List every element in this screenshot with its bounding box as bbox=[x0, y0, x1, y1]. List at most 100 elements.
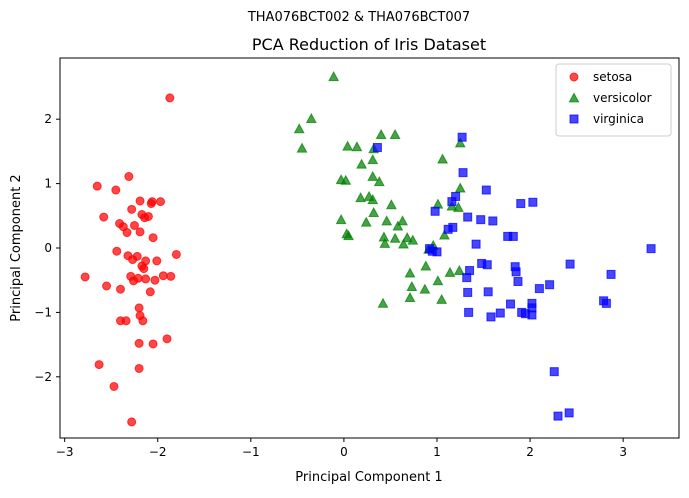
setosa-point bbox=[99, 212, 109, 222]
versicolor-point bbox=[367, 170, 379, 181]
virginica-point bbox=[508, 231, 518, 241]
legend-box bbox=[555, 63, 672, 137]
setosa-point bbox=[127, 417, 137, 427]
setosa-point bbox=[127, 204, 137, 214]
virginica-point bbox=[516, 199, 526, 209]
versicolor-point bbox=[392, 220, 404, 231]
versicolor-point bbox=[436, 293, 448, 304]
virginica-point bbox=[534, 284, 544, 294]
setosa-point bbox=[139, 264, 149, 274]
versicolor-point bbox=[398, 238, 409, 249]
setosa-point bbox=[138, 316, 148, 326]
virginica-point bbox=[486, 312, 496, 322]
setosa-point bbox=[111, 185, 121, 195]
setosa-point bbox=[166, 271, 176, 281]
virginica-point bbox=[482, 260, 492, 270]
versicolor-point bbox=[293, 123, 305, 134]
versicolor-point bbox=[454, 137, 466, 148]
x-tick-label: −2 bbox=[149, 445, 167, 459]
versicolor-point bbox=[342, 140, 354, 151]
virginica-point bbox=[565, 259, 575, 269]
setosa-point bbox=[122, 228, 132, 238]
x-tick-label: −3 bbox=[56, 445, 74, 459]
figure-suptitle: THA076BCT002 & THA076BCT007 bbox=[247, 10, 470, 25]
virginica-point bbox=[463, 212, 473, 222]
setosa-point bbox=[128, 255, 138, 265]
virginica-point bbox=[372, 143, 382, 153]
y-tick-label: 0 bbox=[44, 241, 52, 255]
setosa-point bbox=[116, 284, 126, 294]
versicolor-point bbox=[452, 201, 464, 212]
y-tick-label: −2 bbox=[34, 370, 52, 384]
versicolor-point bbox=[401, 232, 413, 243]
setosa-point bbox=[135, 227, 145, 237]
setosa-point bbox=[134, 303, 144, 313]
virginica-point bbox=[481, 185, 491, 195]
x-tick-label: 3 bbox=[619, 445, 627, 459]
virginica-point bbox=[601, 298, 611, 308]
virginica-point bbox=[545, 280, 555, 290]
legend-marker-versicolor bbox=[568, 92, 580, 103]
setosa-point bbox=[92, 181, 102, 191]
versicolor-point bbox=[397, 215, 408, 226]
legend-label-versicolor: versicolor bbox=[593, 91, 652, 105]
versicolor-point bbox=[389, 128, 401, 140]
setosa-point bbox=[145, 287, 155, 297]
virginica-point bbox=[448, 222, 458, 232]
virginica-point bbox=[463, 287, 473, 297]
virginica-point bbox=[513, 276, 523, 286]
virginica-point bbox=[553, 411, 563, 421]
setosa-point bbox=[102, 281, 112, 291]
setosa-point bbox=[112, 246, 122, 256]
versicolor-point bbox=[419, 283, 431, 294]
virginica-point bbox=[511, 267, 521, 277]
virginica-point bbox=[528, 197, 538, 207]
versicolor-point bbox=[389, 232, 401, 243]
versicolor-point bbox=[404, 267, 416, 278]
setosa-point bbox=[165, 93, 175, 103]
setosa-point bbox=[156, 197, 166, 207]
virginica-point bbox=[464, 307, 474, 317]
setosa-point bbox=[134, 363, 144, 373]
virginica-point bbox=[527, 310, 537, 320]
series-setosa bbox=[80, 93, 181, 427]
x-tick-label: −1 bbox=[242, 445, 260, 459]
setosa-point bbox=[171, 249, 181, 259]
setosa-point bbox=[141, 274, 151, 284]
x-axis-label: Principal Component 1 bbox=[295, 470, 442, 485]
versicolor-point bbox=[335, 214, 347, 225]
virginica-point bbox=[606, 269, 616, 279]
y-axis-label: Principal Component 2 bbox=[9, 174, 24, 321]
versicolor-point bbox=[367, 194, 379, 205]
legend-marker-setosa bbox=[569, 72, 579, 82]
versicolor-point bbox=[381, 215, 393, 226]
setosa-point bbox=[162, 334, 172, 344]
setosa-point bbox=[134, 338, 144, 348]
virginica-point bbox=[432, 247, 442, 257]
versicolor-point bbox=[385, 199, 397, 210]
setosa-point bbox=[129, 276, 139, 286]
versicolor-point bbox=[351, 141, 363, 152]
versicolor-point bbox=[407, 234, 419, 245]
virginica-point bbox=[549, 367, 559, 377]
setosa-point bbox=[148, 339, 158, 349]
versicolor-point bbox=[340, 174, 352, 185]
virginica-point bbox=[457, 132, 467, 142]
versicolor-point bbox=[375, 128, 387, 140]
x-tick-label: 2 bbox=[526, 445, 534, 459]
versicolor-point bbox=[343, 230, 354, 241]
setosa-point bbox=[146, 199, 156, 209]
legend-label-virginica: virginica bbox=[593, 112, 644, 126]
series-versicolor bbox=[293, 71, 466, 308]
virginica-point bbox=[483, 287, 493, 297]
setosa-point bbox=[129, 220, 139, 230]
setosa-point bbox=[158, 271, 168, 281]
versicolor-point bbox=[444, 266, 456, 277]
setosa-point bbox=[80, 272, 90, 282]
setosa-point bbox=[152, 256, 162, 266]
setosa-point bbox=[150, 275, 160, 285]
y-tick-label: −1 bbox=[34, 305, 52, 319]
versicolor-point bbox=[437, 153, 449, 164]
